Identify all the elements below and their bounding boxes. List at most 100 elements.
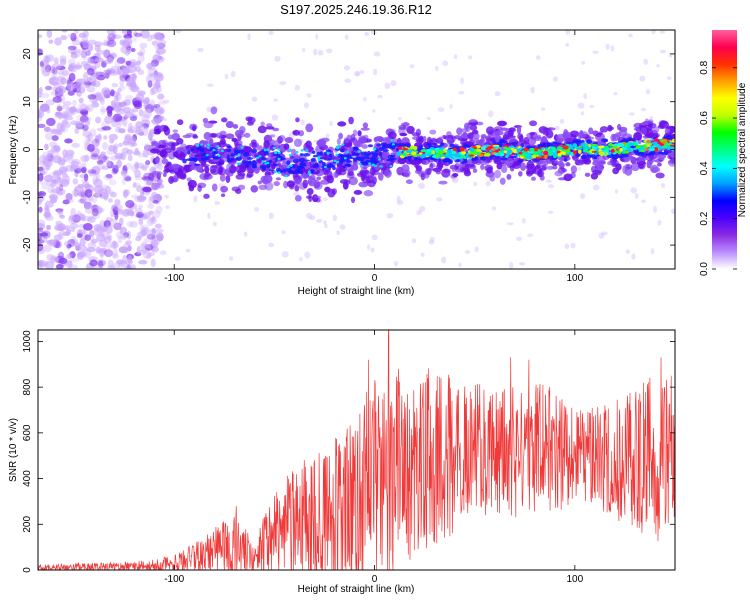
heatmap-blob xyxy=(192,135,199,139)
heatmap-speck xyxy=(107,110,113,117)
heatmap-blob xyxy=(251,142,257,150)
heatmap-core xyxy=(581,142,586,148)
heatmap-core xyxy=(529,147,535,152)
heatmap-speck xyxy=(76,210,82,216)
heatmap-core xyxy=(258,155,262,158)
heatmap-speck xyxy=(127,85,138,91)
heatmap-blob xyxy=(612,167,620,175)
heatmap-blob xyxy=(217,141,227,148)
heatmap-speck xyxy=(518,262,526,266)
heatmap-speck xyxy=(70,257,79,263)
heatmap-speck xyxy=(112,164,119,174)
heatmap-core xyxy=(672,146,675,150)
heatmap-blob xyxy=(475,158,482,166)
heatmap-blob xyxy=(350,133,356,142)
heatmap-blob xyxy=(316,176,322,181)
heatmap-blob xyxy=(462,131,468,139)
heatmap-speck xyxy=(114,199,121,206)
heatmap-speck xyxy=(105,173,113,179)
heatmap-speck xyxy=(41,167,49,176)
x-tick-label: -100 xyxy=(164,273,184,284)
heatmap-blob xyxy=(595,133,602,138)
heatmap-speck xyxy=(151,216,156,222)
heatmap-speck xyxy=(139,42,148,49)
heatmap-speck xyxy=(70,32,77,42)
heatmap-speck xyxy=(103,196,109,201)
heatmap-speck xyxy=(103,69,109,74)
heatmap-blob xyxy=(353,146,359,151)
heatmap-speck xyxy=(83,173,89,182)
heatmap-blob xyxy=(307,177,317,187)
heatmap-speck xyxy=(58,184,64,191)
heatmap-speck xyxy=(112,164,122,169)
heatmap-blob xyxy=(263,140,270,149)
heatmap-speck xyxy=(87,169,97,174)
heatmap-speck xyxy=(418,206,426,212)
heatmap-speck xyxy=(130,194,140,199)
heatmap-speck xyxy=(113,222,122,231)
heatmap-speck xyxy=(67,90,75,96)
heatmap-blob xyxy=(298,157,306,163)
heatmap-speck xyxy=(118,128,126,134)
heatmap-speck xyxy=(377,94,383,99)
heatmap-speck xyxy=(38,206,43,213)
heatmap-blob xyxy=(510,167,515,172)
heatmap-speck xyxy=(86,68,95,76)
heatmap-speck xyxy=(650,247,655,255)
heatmap-blob xyxy=(378,162,386,167)
heatmap-speck xyxy=(95,246,101,254)
heatmap-blob xyxy=(323,155,330,161)
heatmap-speck xyxy=(58,230,67,237)
heatmap-speck xyxy=(56,105,63,112)
heatmap-blob xyxy=(642,135,651,139)
heatmap-speck xyxy=(57,251,65,260)
heatmap-blob xyxy=(235,174,245,180)
heatmap-speck xyxy=(126,149,134,155)
heatmap-core xyxy=(608,142,613,147)
heatmap-blob xyxy=(499,138,505,144)
heatmap-speck xyxy=(156,42,166,49)
heatmap-blob xyxy=(312,163,320,168)
heatmap-speck xyxy=(126,176,132,182)
heatmap-speck xyxy=(592,184,600,191)
heatmap-blob xyxy=(312,154,319,158)
heatmap-blob xyxy=(297,165,304,170)
heatmap-blob xyxy=(305,123,314,133)
heatmap-speck xyxy=(38,111,42,118)
heatmap-blob xyxy=(178,152,186,161)
heatmap-blob xyxy=(230,157,235,161)
heatmap-blob xyxy=(648,119,654,124)
heatmap-blob xyxy=(655,172,665,179)
heatmap-core xyxy=(627,141,634,147)
heatmap-speck xyxy=(46,30,53,39)
heatmap-speck xyxy=(393,260,399,267)
heatmap-speck xyxy=(98,231,104,237)
heatmap-speck xyxy=(121,234,127,240)
heatmap-blob xyxy=(361,144,368,149)
heatmap-blob xyxy=(464,169,470,175)
heatmap-speck xyxy=(146,179,153,187)
heatmap-speck xyxy=(630,187,638,194)
heatmap-speck xyxy=(559,118,565,124)
heatmap-speck xyxy=(135,128,144,136)
heatmap-speck xyxy=(61,30,68,33)
heatmap-speck xyxy=(93,192,103,198)
heatmap-speck xyxy=(299,256,303,262)
heatmap-core xyxy=(651,141,659,145)
heatmap-speck xyxy=(55,226,66,231)
heatmap-speck xyxy=(631,253,636,260)
heatmap-blob xyxy=(523,136,530,145)
heatmap-speck xyxy=(124,258,133,266)
heatmap-speck xyxy=(112,206,119,216)
heatmap-core xyxy=(503,146,508,149)
heatmap-speck xyxy=(78,244,87,252)
heatmap-core xyxy=(317,156,321,159)
heatmap-speck xyxy=(570,242,576,249)
heatmap-speck xyxy=(355,71,360,77)
heatmap-speck xyxy=(157,178,163,185)
heatmap-blob xyxy=(510,155,514,158)
heatmap-blob xyxy=(381,145,387,150)
heatmap-speck xyxy=(628,112,635,116)
heatmap-speck xyxy=(78,198,85,204)
